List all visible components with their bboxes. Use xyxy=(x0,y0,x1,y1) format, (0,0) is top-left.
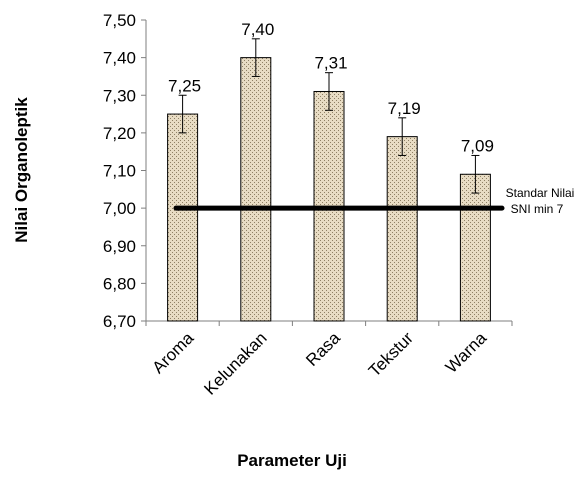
y-tick-label: 7,10 xyxy=(103,162,136,181)
x-tick-label: Kelunakan xyxy=(200,328,270,398)
y-tick-label: 7,40 xyxy=(103,49,136,68)
x-tick-label: Tekstur xyxy=(365,328,417,380)
data-label: 7,25 xyxy=(168,76,201,95)
y-tick-label: 6,80 xyxy=(103,274,136,293)
y-tick-label: 7,00 xyxy=(103,199,136,218)
reference-label-line1: Standar Nilai xyxy=(506,186,575,200)
data-label: 7,19 xyxy=(388,99,421,118)
y-tick-label: 7,20 xyxy=(103,124,136,143)
y-tick-label: 6,70 xyxy=(103,312,136,331)
bar xyxy=(386,136,418,322)
data-label: 7,40 xyxy=(241,20,274,39)
x-tick-label: Rasa xyxy=(302,328,344,370)
bar xyxy=(459,173,491,322)
reference-label-line2: SNI min 7 xyxy=(511,202,564,216)
y-tick-label: 7,50 xyxy=(103,11,136,30)
x-tick-label: Warna xyxy=(442,328,491,377)
data-label: 7,31 xyxy=(314,54,347,73)
bar xyxy=(240,57,272,322)
y-tick-label: 6,90 xyxy=(103,237,136,256)
x-axis-title: Parameter Uji xyxy=(237,451,347,470)
y-axis-title: Nilai Organoleptik xyxy=(12,97,31,243)
y-tick-label: 7,30 xyxy=(103,86,136,105)
bar xyxy=(167,113,199,322)
x-tick-label: Aroma xyxy=(149,328,198,377)
data-label: 7,09 xyxy=(461,136,494,155)
